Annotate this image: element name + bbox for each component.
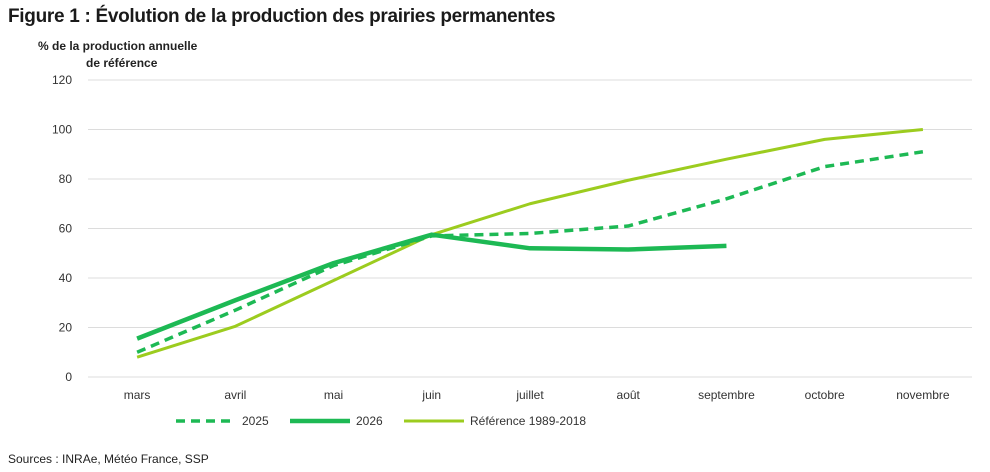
x-tick-label: novembre: [896, 388, 950, 402]
x-tick-label: août: [617, 388, 641, 402]
x-tick-label: octobre: [805, 388, 845, 402]
x-tick-label: mars: [124, 388, 151, 402]
y-tick-label: 100: [52, 123, 72, 137]
y-tick-label: 0: [65, 370, 72, 384]
series-lines: [136, 128, 924, 359]
legend-label: Référence 1989-2018: [470, 414, 586, 428]
x-tick-label: avril: [224, 388, 246, 402]
series-line-2025: [136, 150, 924, 354]
x-tick-label: septembre: [698, 388, 755, 402]
legend-label: 2025: [242, 414, 269, 428]
x-tick-label: juin: [421, 388, 441, 402]
y-tick-label: 80: [59, 172, 73, 186]
y-tick-label: 20: [59, 321, 73, 335]
x-tick-labels: mars avril mai juin juillet août septembre octo…: [124, 388, 950, 402]
y-tick-label: 40: [59, 271, 73, 285]
chart-title: Figure 1 : Évolution de la production de…: [8, 6, 556, 27]
legend: 2025 2026 Référence 1989-2018: [176, 414, 586, 428]
sources-note: Sources : INRAe, Météo France, SSP: [8, 452, 209, 466]
y-tick-label: 60: [59, 222, 73, 236]
y-tick-label: 120: [52, 73, 72, 87]
y-axis-label-line2: de référence: [86, 56, 158, 70]
x-tick-label: mai: [324, 388, 343, 402]
y-axis-label-line1: % de la production annuelle: [38, 39, 198, 53]
y-tick-labels: 0 20 40 60 80 100 120: [52, 73, 72, 384]
x-tick-label: juillet: [515, 388, 544, 402]
legend-label: 2026: [356, 414, 383, 428]
series-line-r-f-rence-1989-2018: [136, 128, 924, 359]
series-line-2026: [136, 232, 727, 341]
y-axis-label: % de la production annuelle de référence: [38, 38, 197, 72]
